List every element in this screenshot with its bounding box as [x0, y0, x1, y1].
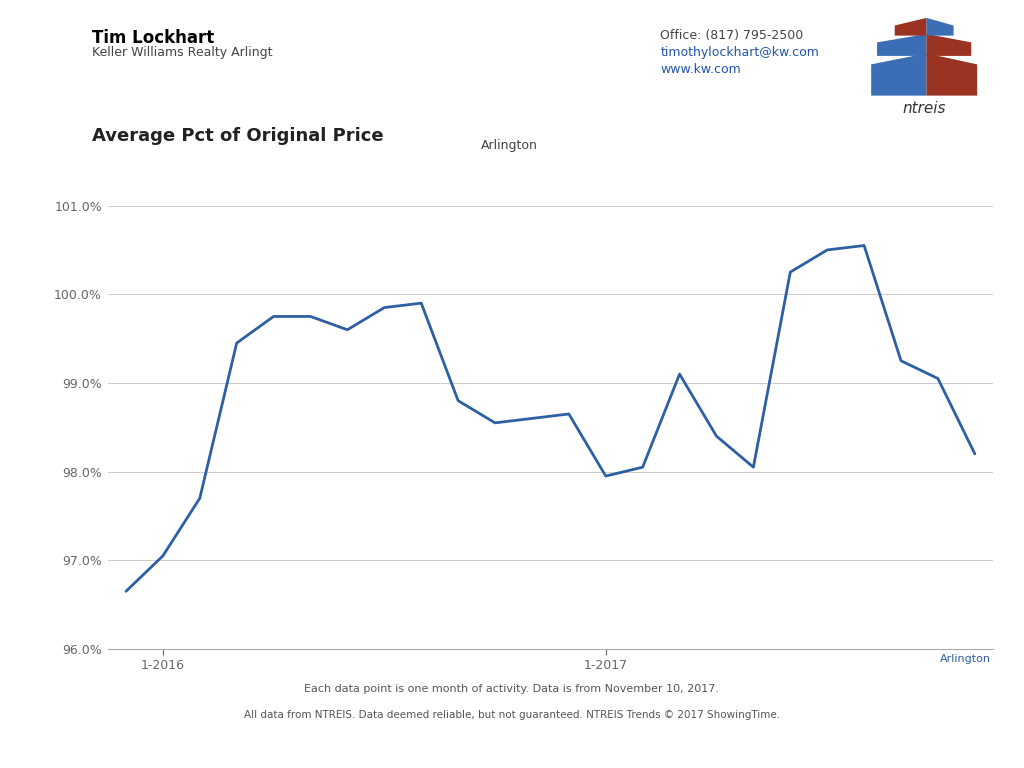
Polygon shape [877, 34, 927, 56]
Text: Keller Williams Realty Arlingt: Keller Williams Realty Arlingt [92, 46, 272, 59]
Polygon shape [927, 34, 971, 56]
Text: Arlington: Arlington [481, 140, 539, 152]
Text: timothylockhart@kw.com: timothylockhart@kw.com [660, 46, 819, 59]
Polygon shape [871, 54, 927, 96]
Polygon shape [927, 18, 953, 35]
Text: All data from NTREIS. Data deemed reliable, but not guaranteed. NTREIS Trends © : All data from NTREIS. Data deemed reliab… [244, 710, 780, 720]
Text: Average Pct of Original Price: Average Pct of Original Price [92, 127, 384, 144]
Polygon shape [927, 54, 977, 96]
Text: www.kw.com: www.kw.com [660, 63, 741, 76]
Text: Arlington: Arlington [940, 654, 991, 664]
Text: Each data point is one month of activity. Data is from November 10, 2017.: Each data point is one month of activity… [304, 684, 720, 694]
Text: ntreis: ntreis [902, 101, 946, 117]
Text: Office: (817) 795-2500: Office: (817) 795-2500 [660, 29, 804, 42]
Polygon shape [895, 18, 927, 35]
Text: Tim Lockhart: Tim Lockhart [92, 29, 214, 47]
